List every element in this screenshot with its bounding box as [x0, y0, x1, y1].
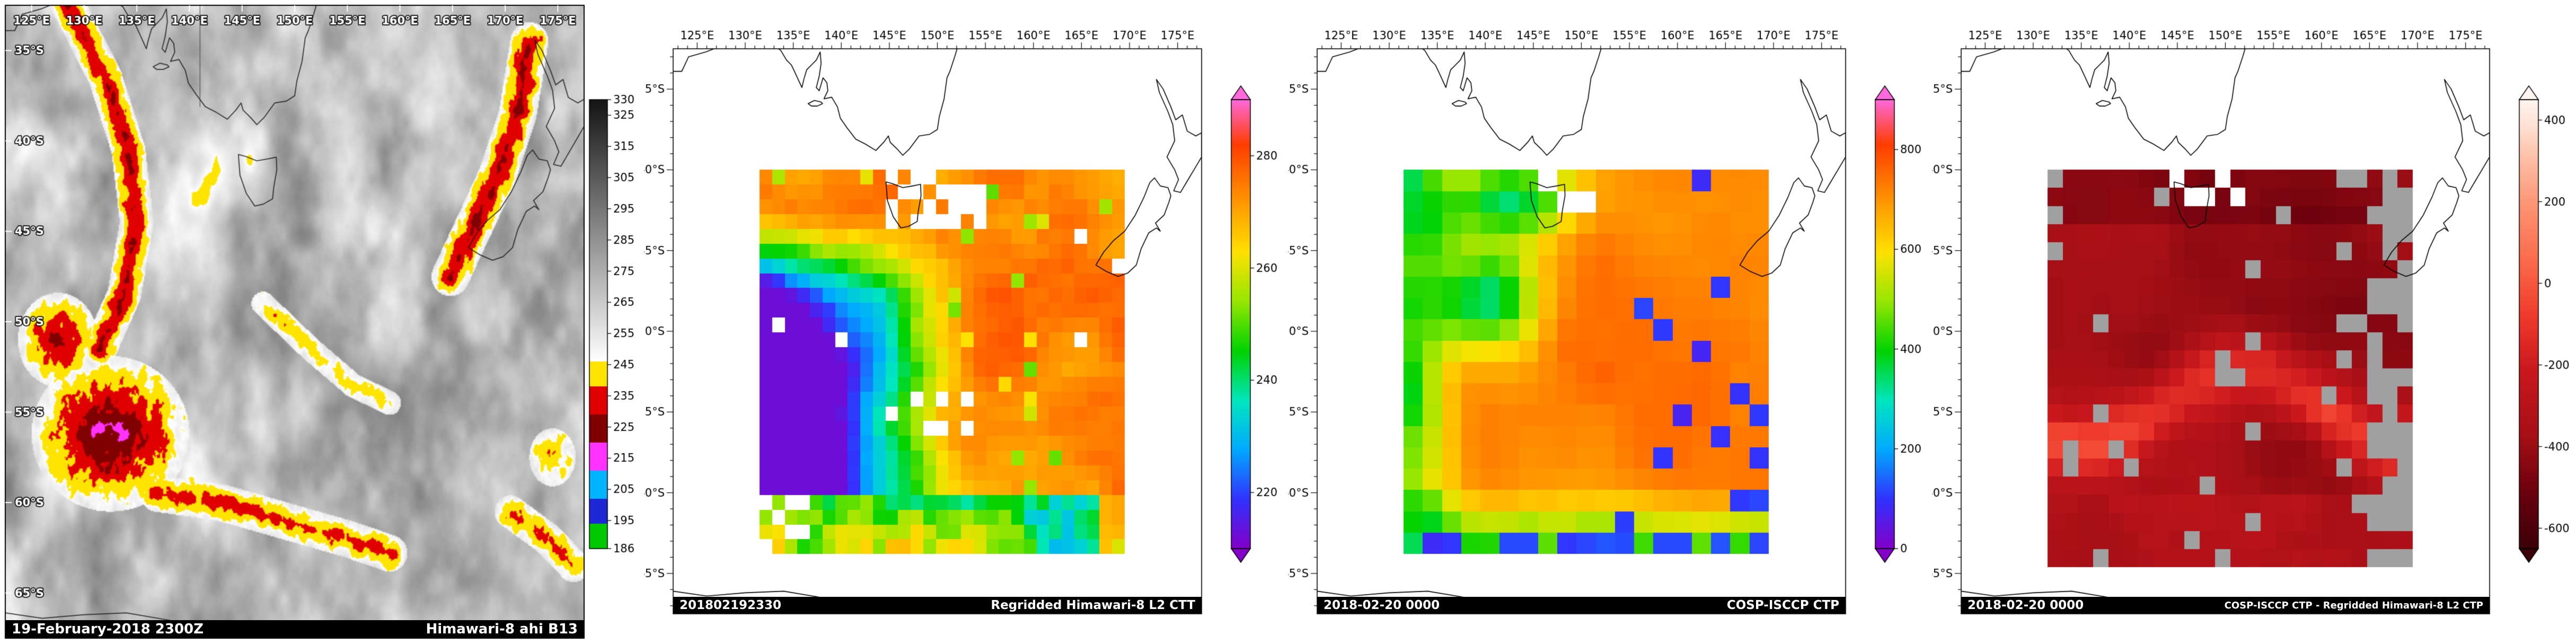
cosp-isccp-ctp-canvas	[1288, 0, 1932, 644]
product-label: COSP-ISCCP CTP - Regridded Himawari-8 L2…	[2224, 599, 2483, 611]
product-label: Regridded Himawari-8 L2 CTT	[991, 598, 1195, 612]
regridded-ctt-canvas	[644, 0, 1288, 644]
annotation-bar: 19-February-2018 2300Z Himawari-8 ahi B1…	[5, 620, 584, 638]
timestamp-label: 2018-02-20 0000	[1324, 598, 1440, 612]
annotation-bar: 2018-02-20 0000 COSP-ISCCP CTP	[1317, 597, 1846, 614]
timestamp-label: 19-February-2018 2300Z	[12, 621, 204, 637]
annotation-bar: 2018-02-20 0000 COSP-ISCCP CTP - Regridd…	[1961, 597, 2490, 614]
panel-cosp-isccp-ctp: 2018-02-20 0000 COSP-ISCCP CTP	[1288, 0, 1932, 644]
himawari-b13-canvas	[0, 0, 644, 644]
ctp-difference-canvas	[1932, 0, 2576, 644]
timestamp-label: 2018-02-20 0000	[1968, 598, 2084, 612]
product-label: COSP-ISCCP CTP	[1726, 598, 1839, 612]
annotation-bar: 201802192330 Regridded Himawari-8 L2 CTT	[673, 597, 1202, 614]
panel-ctp-difference: 2018-02-20 0000 COSP-ISCCP CTP - Regridd…	[1932, 0, 2576, 644]
product-label: Himawari-8 ahi B13	[426, 621, 578, 637]
panel-himawari-b13: 19-February-2018 2300Z Himawari-8 ahi B1…	[0, 0, 644, 644]
panel-regridded-ctt: 201802192330 Regridded Himawari-8 L2 CTT	[644, 0, 1288, 644]
timestamp-label: 201802192330	[680, 598, 782, 612]
